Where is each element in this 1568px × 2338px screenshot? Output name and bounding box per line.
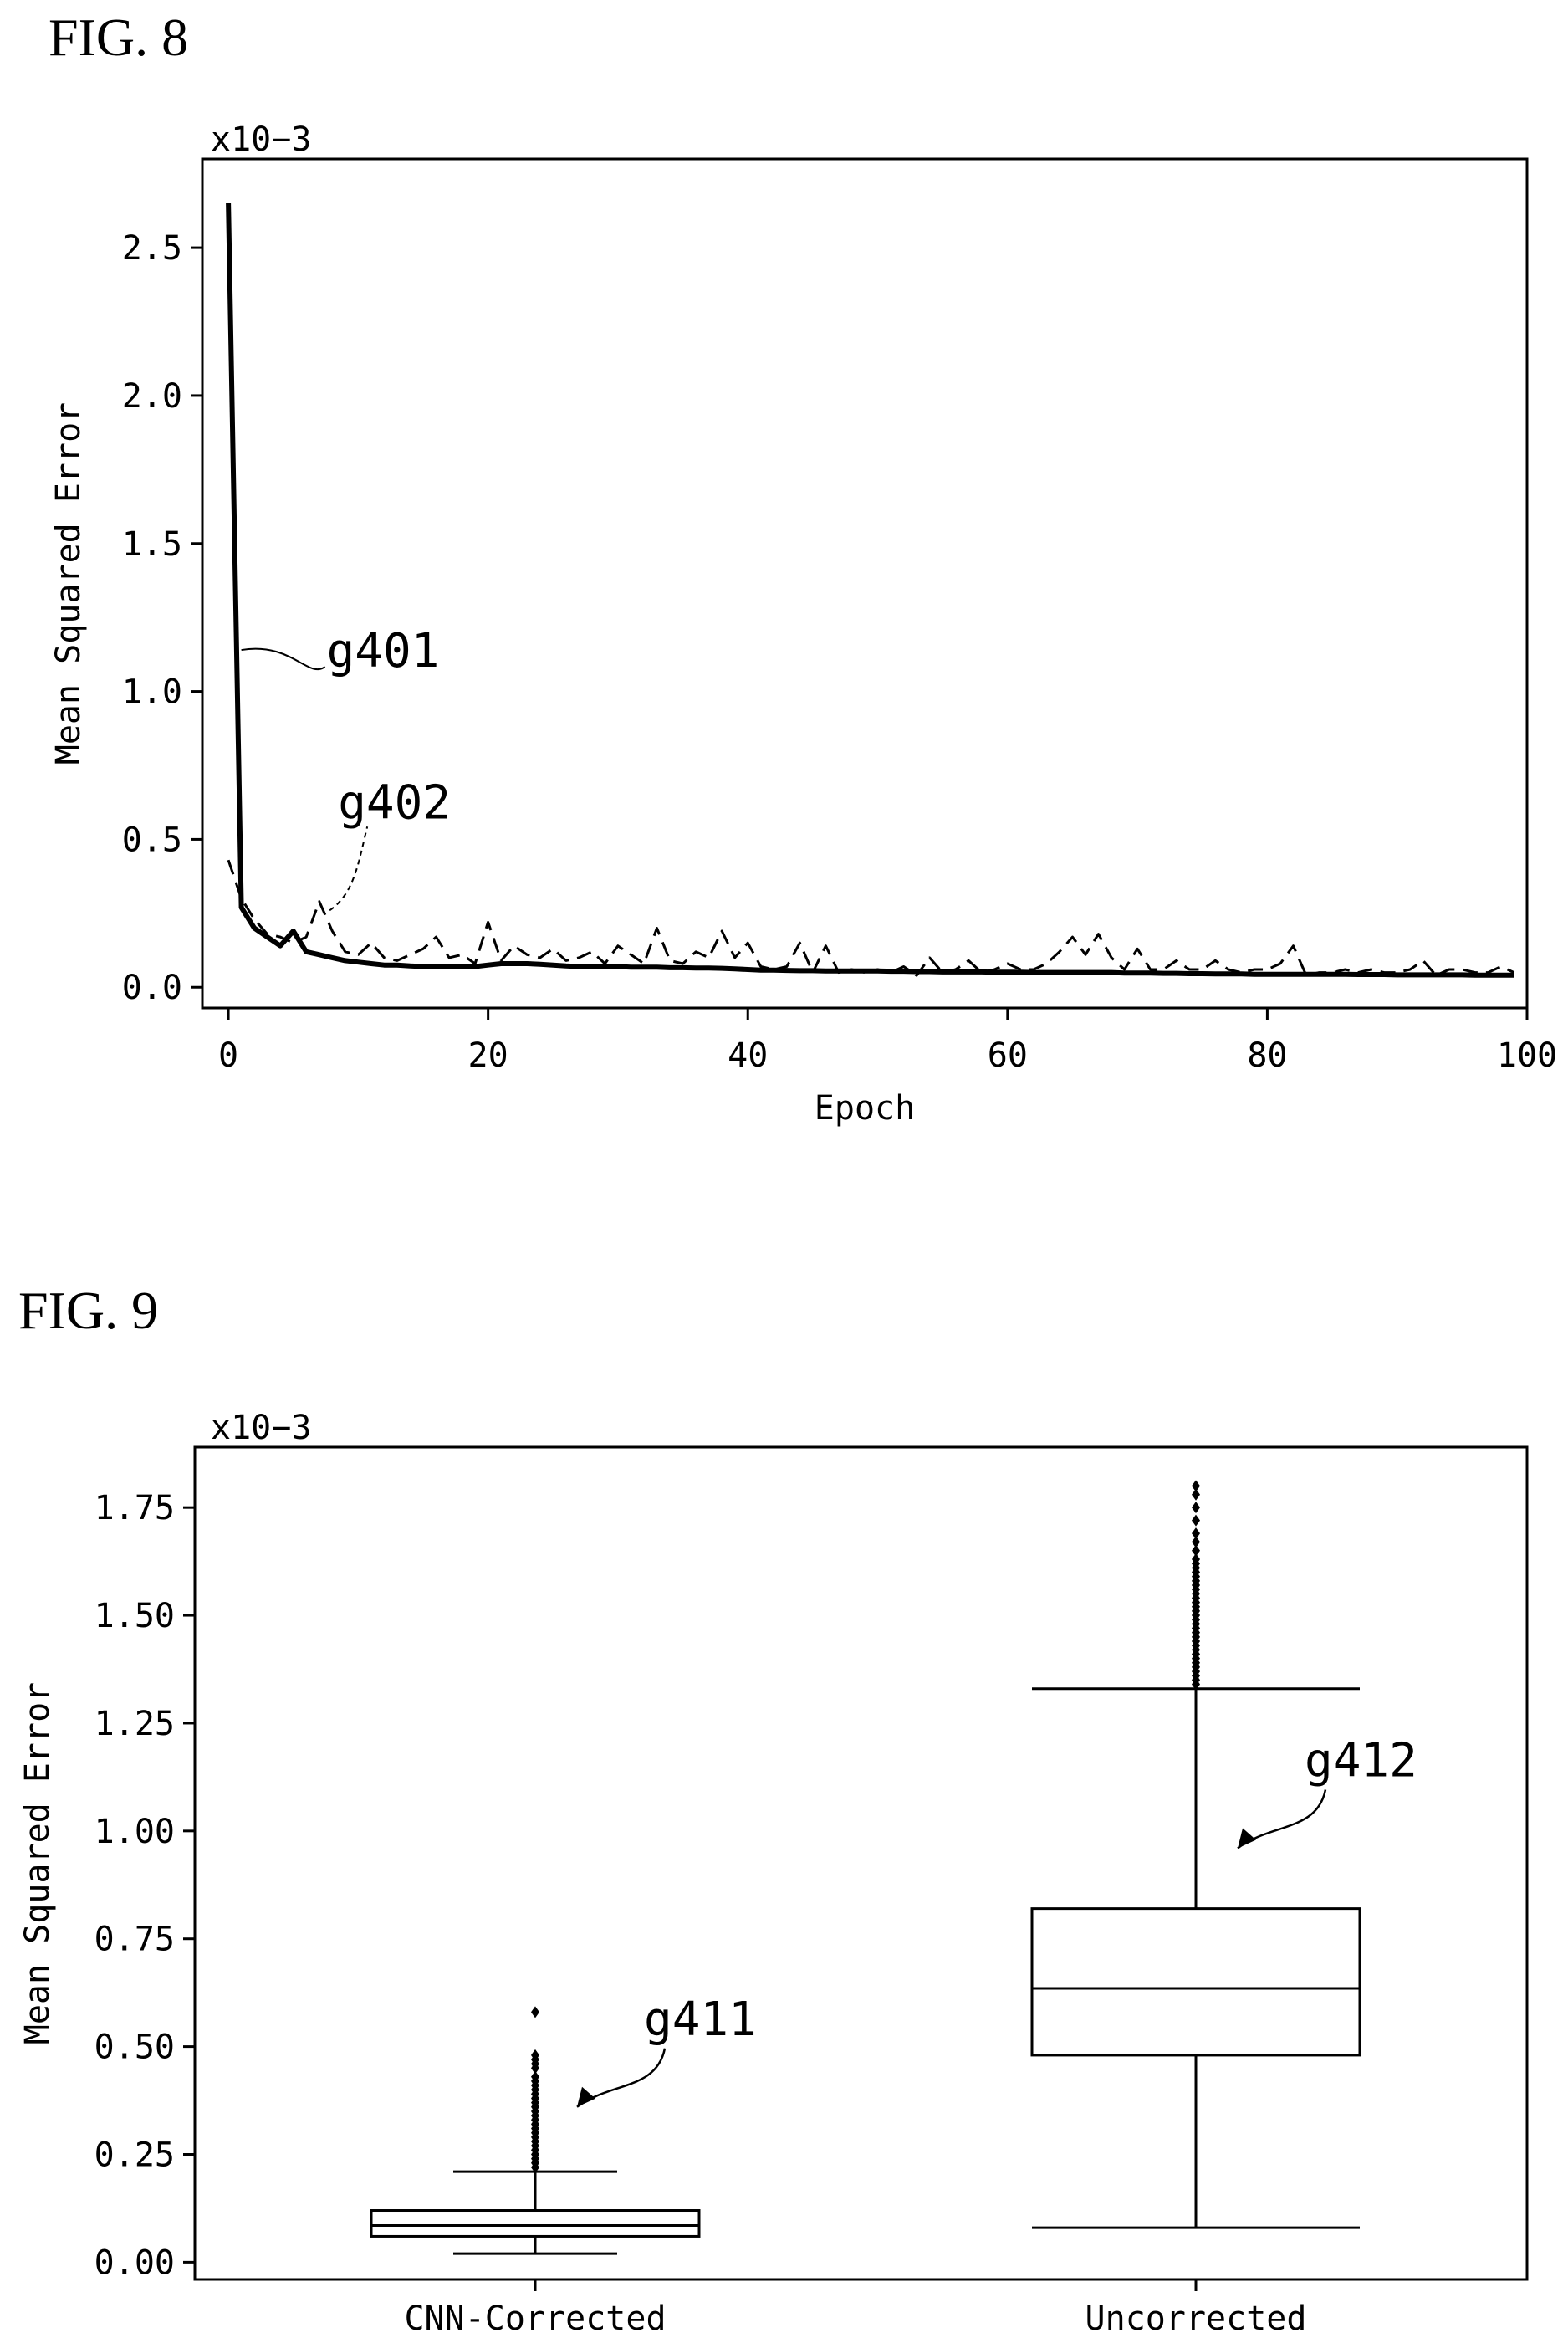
scale-note: x10−3 [211,1409,311,1447]
line-chart-mse-vs-epoch: x10−3 0.0 0.5 1.0 1.5 2.0 2.5 0 20 40 60 80 100 Epoch… [49,120,1557,1128]
g412-label: g412 [1305,1733,1417,1788]
g411-arrow-head [577,2086,595,2107]
y-tick-label: 0.75 [94,1921,175,1959]
outlier-point [531,2049,539,2061]
outlier-point [531,2006,539,2018]
g411-label: g411 [644,1993,757,2047]
series-line-dashed [227,859,1515,977]
scale-note: x10−3 [211,120,311,159]
x-category-label: Uncorrected [1085,2300,1307,2338]
outlier-point [1192,1536,1200,1548]
y-tick-label: 1.00 [94,1813,175,1851]
outlier-point [1192,1480,1200,1492]
x-category-label: CNN-Corrected [404,2300,666,2338]
x-tick-label: 80 [1247,1036,1287,1075]
y-tick-label: 0.00 [94,2243,175,2282]
fig9-label: FIG. 9 [18,1281,159,1340]
x-tick-label: 20 [468,1036,508,1075]
y-tick-label: 2.0 [122,377,182,416]
y-tick-label: 0.50 [94,2028,175,2067]
iqr-box [370,2209,701,2238]
g402-leader-line [329,826,369,912]
fig8-label: FIG. 8 [49,8,189,67]
y-tick-label: 0.5 [122,821,182,859]
y-tick-label: 1.75 [94,1489,175,1527]
x-tick-label: 40 [728,1036,768,1075]
y-tick-label: 1.25 [94,1705,175,1743]
g402-label: g402 [338,775,451,830]
outlier-point [1192,1502,1200,1514]
outlier-point [531,2070,539,2083]
outlier-point [1192,1514,1200,1527]
y-axis-label: Mean Squared Error [49,402,88,765]
box-cnn-corrected [370,2006,701,2255]
outlier-point [1192,1527,1200,1540]
g401-label: g401 [327,624,440,678]
outlier-point [1192,1544,1200,1557]
outlier-point [1192,1488,1200,1501]
x-tick-label: 0 [218,1036,238,1075]
x-axis-label: Epoch [815,1089,915,1128]
series-line-solid [226,202,1514,978]
g401-leader-line [241,647,326,671]
y-tick-label: 1.0 [122,673,182,712]
outlier-point [1192,1553,1200,1566]
y-axis-label: Mean Squared Error [18,1682,57,2044]
g412-arrow-head [1238,1828,1256,1849]
x-tick-label: 100 [1497,1036,1557,1075]
box-uncorrected [1030,1480,1361,2229]
y-tick-label: 0.0 [122,969,182,1007]
y-tick-label: 0.25 [94,2136,175,2174]
plot-frame [201,157,1529,1010]
y-tick-label: 1.5 [122,525,182,564]
x-tick-label: 60 [988,1036,1028,1075]
iqr-box [1030,1907,1361,2057]
plot-frame [193,1445,1529,2281]
y-tick-label: 1.50 [94,1597,175,1635]
y-tick-label: 2.5 [122,229,182,268]
